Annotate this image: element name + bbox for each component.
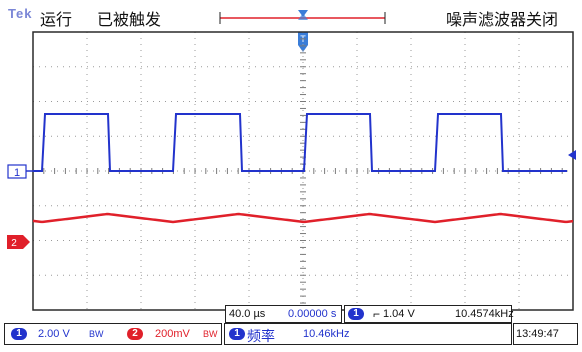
brand-logo: Tek xyxy=(8,6,33,21)
noise-filter-label: 噪声滤波器关闭 xyxy=(446,12,559,29)
ch2-scale-value: 200mV xyxy=(155,328,190,340)
ch1-scale-value: 2.00 V xyxy=(38,328,70,340)
svg-text:2: 2 xyxy=(11,238,17,249)
clock-value: 13:49:47 xyxy=(516,328,559,340)
trigger-level-value: 1.04 V xyxy=(383,308,415,320)
trigger-readout[interactable]: 1 ⌐ 1.04 V 10.4574kHz xyxy=(344,305,514,323)
vertical-readout[interactable]: 1 2.00 V BW 2 200mV BW xyxy=(4,323,222,345)
ch1-ground-marker[interactable]: 1 xyxy=(7,164,33,179)
ch1-waveform xyxy=(33,113,567,172)
trigger-level-marker[interactable] xyxy=(568,150,576,160)
trigger-state-label: 已被触发 xyxy=(97,12,162,29)
ch2-bw-indicator: BW xyxy=(203,329,218,339)
horizontal-readout[interactable]: 40.0 µs 0.00000 s xyxy=(225,305,342,323)
svg-text:1: 1 xyxy=(14,167,20,179)
clock-box: 13:49:47 xyxy=(513,323,578,345)
ch2-ground-marker[interactable]: 2 xyxy=(7,235,30,249)
ch1-bw-indicator: BW xyxy=(89,329,104,339)
measurement-value: 10.46kHz xyxy=(303,328,350,340)
trigger-source-badge: 1 xyxy=(348,308,364,320)
horizontal-position-value: 0.00000 s xyxy=(288,308,337,320)
run-state-label: 运行 xyxy=(40,12,73,29)
measurement-readout[interactable]: 1 频率 10.46kHz xyxy=(224,323,512,345)
status-bar: Tek 运行 已被触发 噪声滤波器关闭 xyxy=(0,0,582,30)
ch2-badge: 2 xyxy=(127,328,143,340)
trigger-slope-icon: ⌐ xyxy=(373,307,381,321)
ch2-waveform xyxy=(32,212,574,224)
time-per-div-value: 40.0 µs xyxy=(229,308,266,320)
measurement-source-badge: 1 xyxy=(229,328,245,340)
trigger-frequency-value: 10.4574kHz xyxy=(455,308,514,320)
measurement-name: 频率 xyxy=(247,328,275,344)
ch1-badge: 1 xyxy=(11,328,27,340)
